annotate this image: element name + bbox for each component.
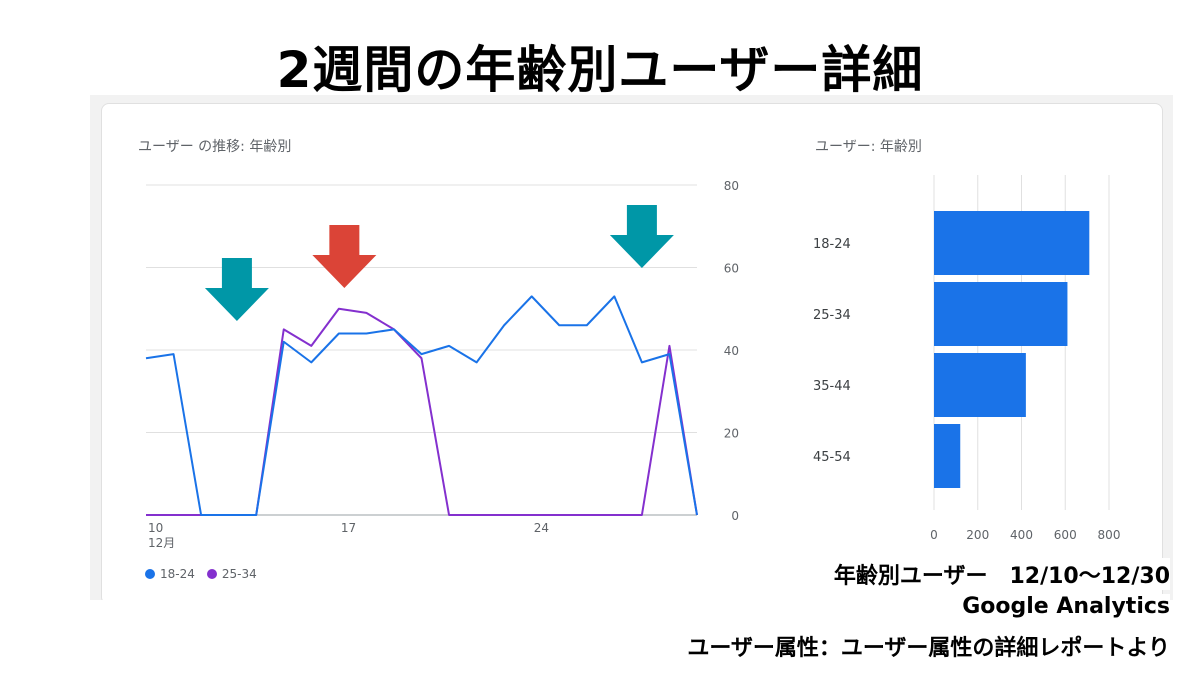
- bar-category-label: 45-54: [813, 450, 851, 465]
- arrow-down-icon: [312, 225, 377, 288]
- caption-line-3: ユーザー属性：ユーザー属性の詳細レポートより: [687, 630, 1170, 662]
- bar-x-tick-label: 800: [1098, 528, 1121, 542]
- x-tick-label: 17: [341, 521, 356, 535]
- x-tick-sublabel: 12月: [148, 536, 175, 550]
- bar-25-34: [934, 282, 1068, 346]
- caption-line-1: 年齢別ユーザー 12/10〜12/30: [833, 558, 1170, 590]
- bar-category-label: 25-34: [813, 308, 851, 323]
- y-tick-label: 40: [724, 344, 739, 358]
- arrow-down-icon: [204, 258, 269, 321]
- series-line-18-24: [145, 295, 698, 516]
- y-tick-label: 20: [724, 427, 739, 441]
- x-tick-label: 10: [148, 521, 163, 535]
- bar-x-tick-label: 400: [1010, 528, 1033, 542]
- bar-x-tick-label: 0: [930, 528, 938, 542]
- y-tick-label: 60: [724, 262, 739, 276]
- arrow-down-icon: [609, 205, 674, 268]
- bar-x-tick-label: 600: [1054, 528, 1077, 542]
- bar-18-24: [934, 211, 1090, 275]
- legend-item-25-34[interactable]: 25-34: [206, 567, 257, 581]
- bar-chart-title: ユーザー: 年齢別: [815, 139, 922, 155]
- page-title: 2週間の年齢別ユーザー詳細: [276, 41, 924, 99]
- line-chart-title: ユーザー の推移: 年齢別: [138, 139, 292, 155]
- y-tick-label: 80: [724, 179, 739, 193]
- bar-category-label: 35-44: [813, 379, 851, 394]
- bar-35-44: [934, 353, 1026, 417]
- y-tick-label: 0: [731, 509, 739, 523]
- bar-45-54: [934, 424, 961, 488]
- legend-dot-icon: [145, 569, 155, 579]
- bar-x-tick-label: 200: [966, 528, 989, 542]
- bar-category-label: 18-24: [813, 237, 851, 252]
- caption-line-2: Google Analytics: [962, 594, 1170, 619]
- line-chart-legend: 18-24 25-34: [145, 567, 263, 581]
- series-line-25-34: [146, 307, 698, 516]
- legend-label: 25-34: [221, 567, 257, 581]
- legend-item-18-24[interactable]: 18-24: [145, 567, 195, 581]
- x-tick-label: 24: [534, 521, 549, 535]
- legend-label: 18-24: [160, 567, 195, 581]
- legend-dot-icon: [206, 569, 217, 579]
